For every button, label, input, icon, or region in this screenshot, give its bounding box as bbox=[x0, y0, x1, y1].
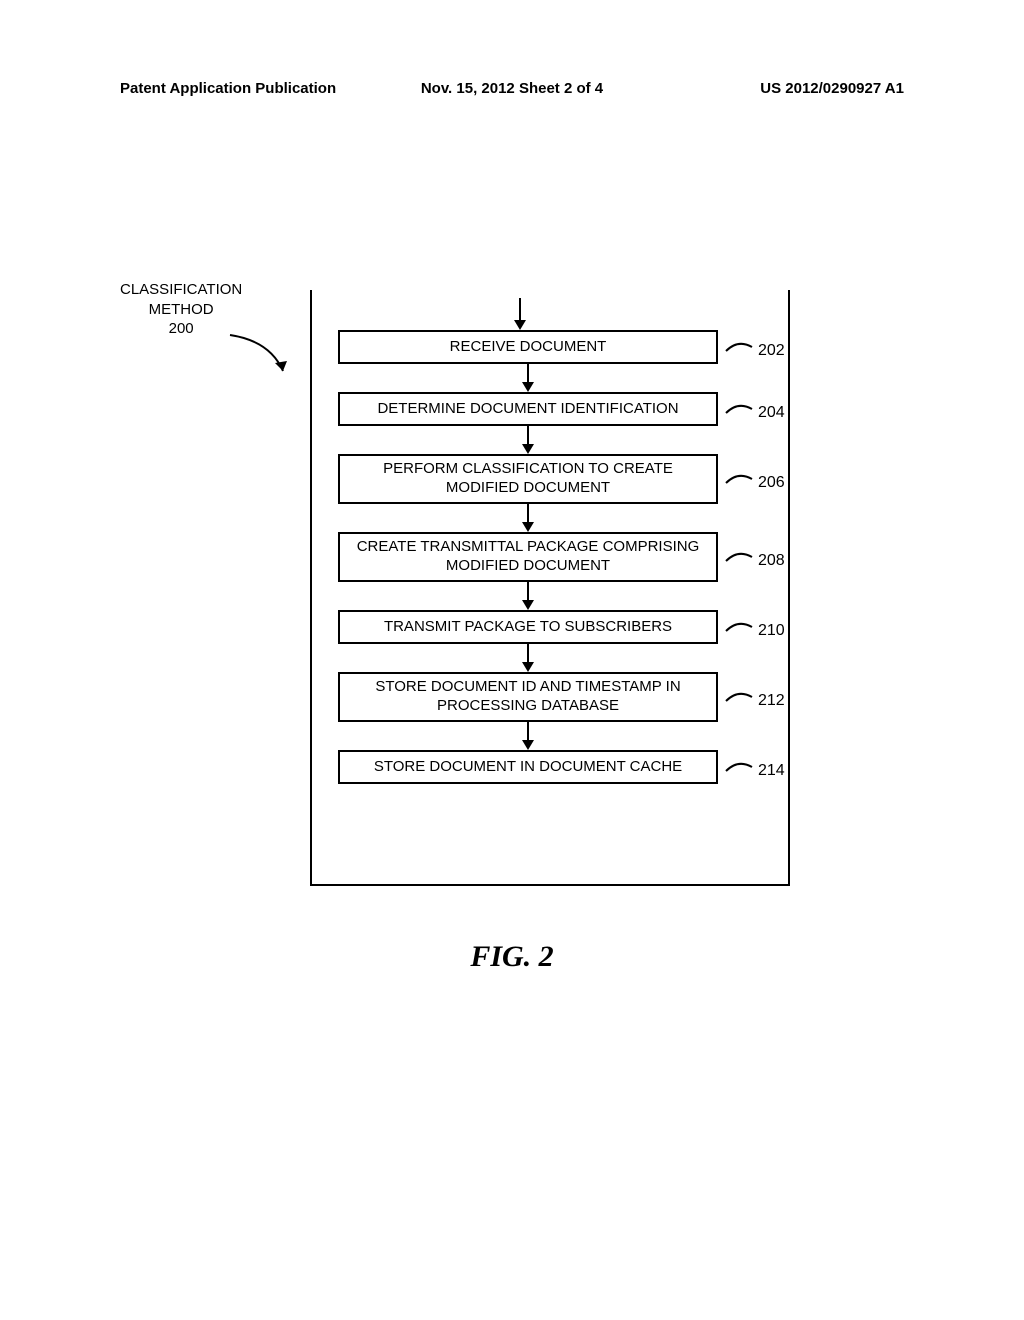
reference-number: 202 bbox=[758, 342, 785, 360]
arrow-down-icon bbox=[338, 426, 718, 454]
reference-number: 212 bbox=[758, 692, 785, 710]
arrow-down-icon bbox=[338, 582, 718, 610]
title-line1: CLASSIFICATION bbox=[120, 280, 242, 300]
reference-mark: 202 bbox=[724, 334, 785, 360]
figure-caption: FIG. 2 bbox=[0, 940, 1024, 974]
arrow-down-icon bbox=[338, 722, 718, 750]
title-number: 200 bbox=[120, 319, 242, 339]
header-center: Nov. 15, 2012 Sheet 2 of 4 bbox=[381, 80, 642, 97]
arrow-down-icon bbox=[338, 364, 718, 392]
header-left: Patent Application Publication bbox=[120, 80, 381, 97]
reference-number: 206 bbox=[758, 474, 785, 492]
step-box: STORE DOCUMENT ID AND TIMESTAMP IN PROCE… bbox=[338, 672, 718, 722]
arrow-down-icon bbox=[338, 644, 718, 672]
step-box: PERFORM CLASSIFICATION TO CREATE MODIFIE… bbox=[338, 454, 718, 504]
step-box: STORE DOCUMENT IN DOCUMENT CACHE bbox=[338, 750, 718, 784]
flow-step: TRANSMIT PACKAGE TO SUBSCRIBERS 210 bbox=[338, 610, 762, 644]
flowchart-title: CLASSIFICATION METHOD 200 bbox=[120, 280, 242, 339]
flow-step: RECEIVE DOCUMENT 202 bbox=[338, 330, 762, 364]
flowchart: RECEIVE DOCUMENT 202 DETERMINE DOCUMENT … bbox=[338, 330, 762, 784]
step-box: RECEIVE DOCUMENT bbox=[338, 330, 718, 364]
reference-mark: 212 bbox=[724, 684, 785, 710]
step-box: DETERMINE DOCUMENT IDENTIFICATION bbox=[338, 392, 718, 426]
reference-mark: 210 bbox=[724, 614, 785, 640]
page-header: Patent Application Publication Nov. 15, … bbox=[0, 80, 1024, 97]
reference-mark: 208 bbox=[724, 544, 785, 570]
flow-step: DETERMINE DOCUMENT IDENTIFICATION 204 bbox=[338, 392, 762, 426]
reference-mark: 204 bbox=[724, 396, 785, 422]
header-right: US 2012/0290927 A1 bbox=[643, 80, 904, 97]
flow-step: PERFORM CLASSIFICATION TO CREATE MODIFIE… bbox=[338, 454, 762, 504]
flow-step: STORE DOCUMENT ID AND TIMESTAMP IN PROCE… bbox=[338, 672, 762, 722]
arrow-down-icon bbox=[338, 504, 718, 532]
title-line2: METHOD bbox=[120, 300, 242, 320]
entry-arrow bbox=[513, 298, 527, 332]
title-pointer-curve bbox=[225, 333, 305, 398]
step-box: CREATE TRANSMITTAL PACKAGE COMPRISING MO… bbox=[338, 532, 718, 582]
reference-mark: 206 bbox=[724, 466, 785, 492]
reference-number: 204 bbox=[758, 404, 785, 422]
step-box: TRANSMIT PACKAGE TO SUBSCRIBERS bbox=[338, 610, 718, 644]
flow-step: CREATE TRANSMITTAL PACKAGE COMPRISING MO… bbox=[338, 532, 762, 582]
reference-number: 208 bbox=[758, 552, 785, 570]
reference-number: 214 bbox=[758, 762, 785, 780]
reference-number: 210 bbox=[758, 622, 785, 640]
flow-step: STORE DOCUMENT IN DOCUMENT CACHE 214 bbox=[338, 750, 762, 784]
reference-mark: 214 bbox=[724, 754, 785, 780]
